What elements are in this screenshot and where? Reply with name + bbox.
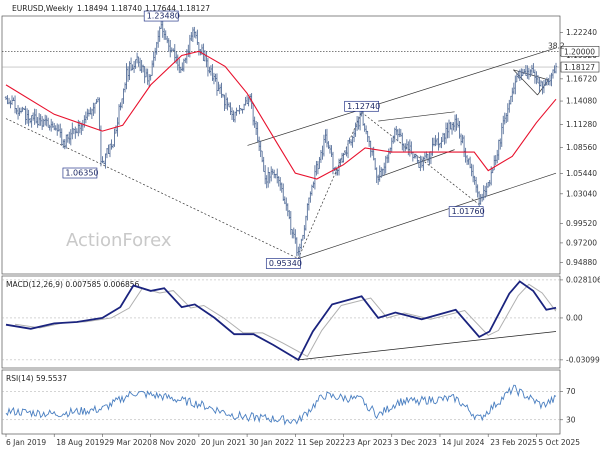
macd-trendline — [298, 331, 557, 361]
trendline — [247, 47, 557, 146]
price-bars — [4, 19, 558, 258]
rsi-line — [5, 384, 557, 426]
annotation-label: 1.12740 — [347, 102, 380, 111]
watermark: ActionForex — [66, 230, 172, 251]
header-high: 1.18740 — [111, 4, 142, 13]
x-tick-label: 8 Nov 2020 — [153, 438, 196, 447]
trendline — [361, 112, 480, 205]
price-tick-label: 1.14080 — [566, 97, 597, 106]
annotation-box — [62, 167, 98, 179]
x-tick-label: 6 Jan 2019 — [6, 438, 46, 447]
price-tick-label: 1.05440 — [566, 169, 597, 178]
rsi-panel — [1, 369, 561, 435]
x-tick-label: 23 Apr 2023 — [346, 438, 393, 447]
annotation-label: 1.06350 — [65, 169, 98, 178]
x-tick-label: 18 Aug 2019 — [56, 438, 104, 447]
x-tick-label: 23 Feb 2025 — [490, 438, 537, 447]
rsi-tick-label: 70 — [566, 387, 576, 396]
price-annotations: 1.23480 1.06350 0.95340 1.12740 1.01760 — [62, 10, 485, 269]
annotation-box — [448, 206, 484, 217]
current-price-label: 1.18127 — [564, 63, 595, 72]
price-tick-label: 0.94880 — [566, 258, 597, 267]
header-low: 1.17644 — [145, 4, 176, 13]
macd-line — [5, 280, 557, 362]
x-tick-label: 30 Jan 2022 — [249, 438, 294, 447]
macd-axis: 0.028106 0.00 -0.03099 — [560, 275, 600, 364]
annotation-box — [344, 100, 379, 112]
rsi-axis: 70 30 — [560, 387, 576, 424]
x-tick-label: 5 Oct 2025 — [538, 438, 580, 447]
header-timeframe: Weekly — [46, 4, 74, 13]
annotation-label: 1.23480 — [147, 12, 180, 21]
macd-signal-line — [14, 283, 557, 358]
annotation-label: 0.95340 — [269, 259, 302, 268]
annotation-box — [143, 10, 179, 22]
x-tick-label: 20 Jun 2021 — [201, 438, 246, 447]
macd-tick-label: 0.028106 — [566, 275, 600, 284]
price-tick-label: 1.11280 — [566, 120, 597, 129]
trendline — [378, 111, 455, 122]
level-label-box — [560, 45, 600, 57]
price-tick-label: 0.99520 — [566, 219, 597, 228]
trendline — [378, 149, 455, 178]
trendline — [513, 69, 549, 81]
price-axis: 0.94880 0.97200 0.99520 1.03040 1.05440 1.085… — [548, 28, 600, 267]
macd-panel — [1, 275, 561, 369]
level-label: 1.20000 — [564, 47, 595, 56]
header-symbol: EURUSD — [12, 4, 44, 13]
price-tick-label: 1.16720 — [566, 74, 597, 83]
annotation-box — [265, 258, 301, 269]
trendline — [513, 69, 538, 96]
moving-average-line — [5, 50, 557, 180]
macd-grid — [2, 279, 560, 361]
fib-label: 38.2 — [548, 41, 565, 50]
current-price-box — [560, 61, 600, 73]
price-grid — [2, 50, 560, 68]
price-tick-label: 1.22240 — [566, 28, 597, 37]
x-tick-label: 3 Dec 2023 — [394, 438, 437, 447]
header-close: 1.18127 — [179, 4, 210, 13]
rsi-grid — [2, 391, 560, 421]
rsi-label: RSI(14) 59.5537 — [6, 374, 67, 383]
macd-tick-label: -0.03099 — [566, 355, 600, 364]
price-panel — [1, 15, 561, 275]
x-axis: 6 Jan 2019 18 Aug 2019 29 Mar 2020 8 Nov 20… — [5, 434, 580, 447]
macd-tick-label: 0.00 — [566, 313, 583, 322]
macd-label: MACD(12,26,9) 0.007585 0.006856 — [6, 280, 140, 289]
x-tick-label: 14 Jul 2024 — [442, 438, 485, 447]
trendline — [298, 112, 362, 259]
chart-header: EURUSD,Weekly 1.18494 1.18740 1.17644 1.1812… — [12, 4, 210, 13]
x-tick-label: 29 Mar 2020 — [104, 438, 152, 447]
rsi-tick-label: 30 — [566, 415, 576, 424]
x-tick-label: 11 Sep 2022 — [297, 438, 345, 447]
price-tick-label: 1.08560 — [566, 143, 597, 152]
price-trendlines — [5, 47, 557, 259]
price-tick-label: 1.03040 — [566, 189, 597, 198]
annotation-label: 1.01760 — [452, 207, 485, 216]
header-open: 1.18494 — [77, 4, 108, 13]
trendline — [298, 172, 557, 259]
price-tick-label: 0.97200 — [566, 238, 597, 247]
